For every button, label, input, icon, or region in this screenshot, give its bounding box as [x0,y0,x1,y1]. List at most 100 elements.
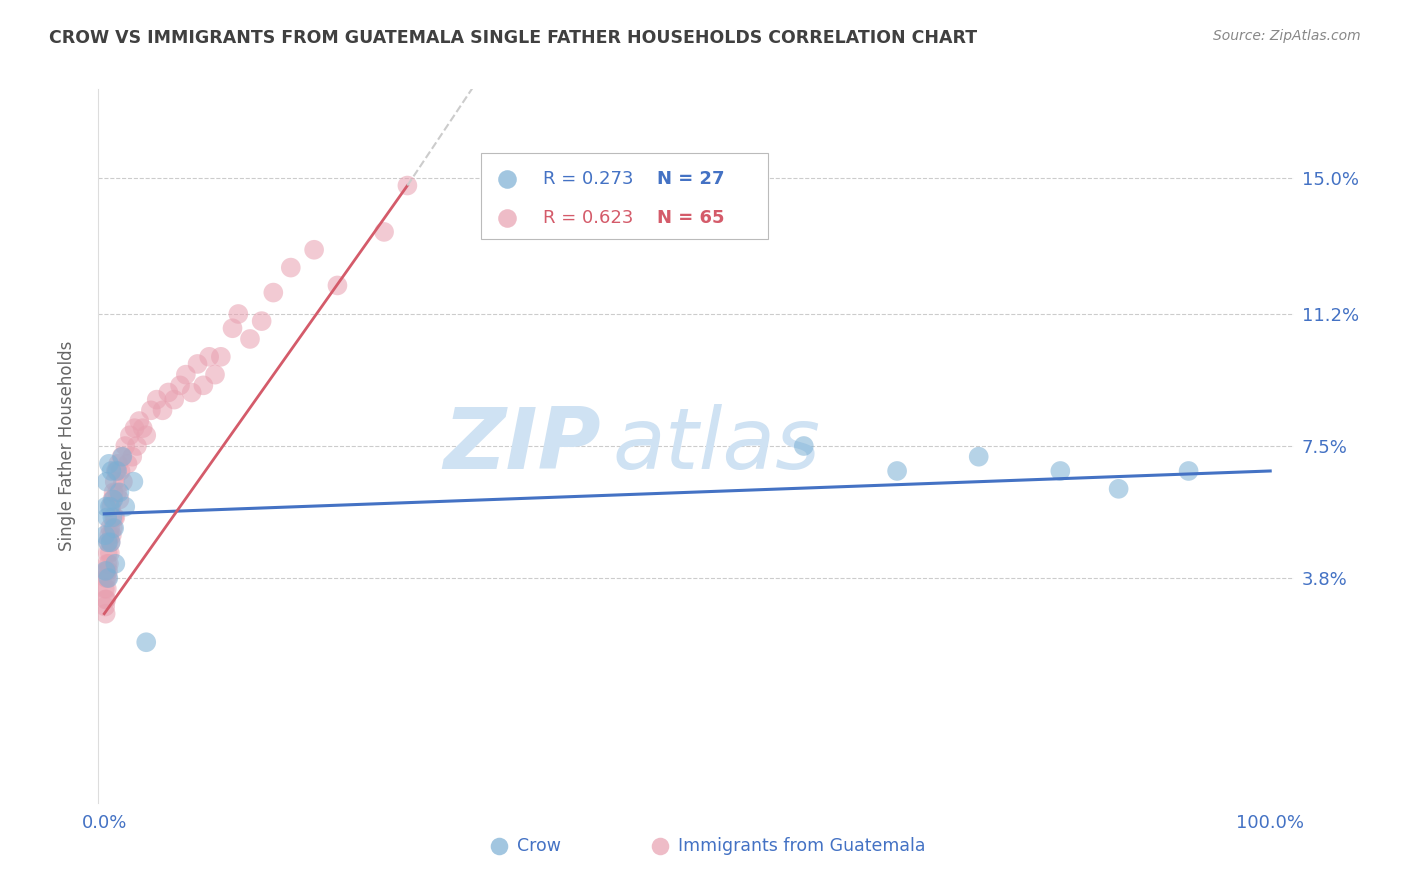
Point [94,500,117,514]
Point [280,260,302,275]
Y-axis label: Single Father Households: Single Father Households [58,341,76,551]
Point [94,528,117,542]
Point [108,492,131,507]
Text: Crow: Crow [517,837,561,855]
Point [886,464,908,478]
Point [221,321,243,335]
Text: atlas: atlas [613,404,820,488]
Point [96,592,118,607]
Point [1108,482,1130,496]
Point [94,592,117,607]
Point [96,571,118,585]
Point [114,439,136,453]
Point [94,599,117,614]
Point [193,378,215,392]
Point [1049,464,1071,478]
Text: ZIP: ZIP [443,404,600,488]
Point [125,439,148,453]
Point [96,510,118,524]
Point [105,464,128,478]
Point [124,421,146,435]
Point [103,521,125,535]
Point [250,314,273,328]
Point [103,492,125,507]
Text: Source: ZipAtlas.com: Source: ZipAtlas.com [1213,29,1361,43]
Point [94,582,117,596]
Text: R = 0.623: R = 0.623 [543,209,633,227]
Point [169,378,191,392]
Point [97,457,120,471]
Point [101,528,124,542]
Point [107,457,129,471]
Point [228,307,250,321]
Point [100,535,122,549]
Text: R = 0.273: R = 0.273 [543,170,634,188]
Point [262,285,284,300]
Point [302,243,325,257]
Point [97,535,120,549]
Point [152,403,174,417]
Text: N = 65: N = 65 [657,209,724,227]
Point [174,368,197,382]
Point [396,178,419,193]
Point [98,528,121,542]
Point [118,428,141,442]
Point [209,350,232,364]
Point [157,385,180,400]
Point [180,385,202,400]
Point [145,392,167,407]
Point [114,500,136,514]
Point [94,571,117,585]
Point [96,564,118,578]
Point [104,557,127,571]
Point [793,439,815,453]
Point [94,607,117,621]
Point [135,635,157,649]
Point [108,485,131,500]
Point [163,392,186,407]
Point [103,485,125,500]
Point [97,535,120,549]
Point [100,500,122,514]
Text: CROW VS IMMIGRANTS FROM GUATEMALA SINGLE FATHER HOUSEHOLDS CORRELATION CHART: CROW VS IMMIGRANTS FROM GUATEMALA SINGLE… [49,29,977,46]
Point [110,464,132,478]
Point [104,510,127,524]
Point [96,557,118,571]
Point [111,450,134,464]
Point [100,535,122,549]
Point [96,475,118,489]
Point [1177,464,1199,478]
Point [139,403,162,417]
Point [122,475,145,489]
Point [239,332,262,346]
Point [186,357,208,371]
Point [101,521,124,535]
Point [121,450,143,464]
Text: N = 27: N = 27 [657,170,724,188]
Point [373,225,395,239]
Point [132,421,155,435]
Text: Immigrants from Guatemala: Immigrants from Guatemala [678,837,925,855]
Point [104,464,127,478]
Point [326,278,349,293]
FancyBboxPatch shape [481,153,768,239]
Point [103,510,125,524]
Point [96,582,118,596]
Point [204,368,226,382]
Point [94,564,117,578]
Point [97,557,120,571]
Point [104,475,127,489]
Point [101,510,124,524]
Point [100,464,122,478]
Point [111,475,134,489]
Point [105,485,128,500]
Point [98,521,121,535]
Point [97,564,120,578]
Point [97,546,120,560]
Point [198,350,221,364]
Point [117,457,139,471]
Point [967,450,990,464]
Point [128,414,150,428]
Point [98,546,121,560]
Point [101,492,124,507]
